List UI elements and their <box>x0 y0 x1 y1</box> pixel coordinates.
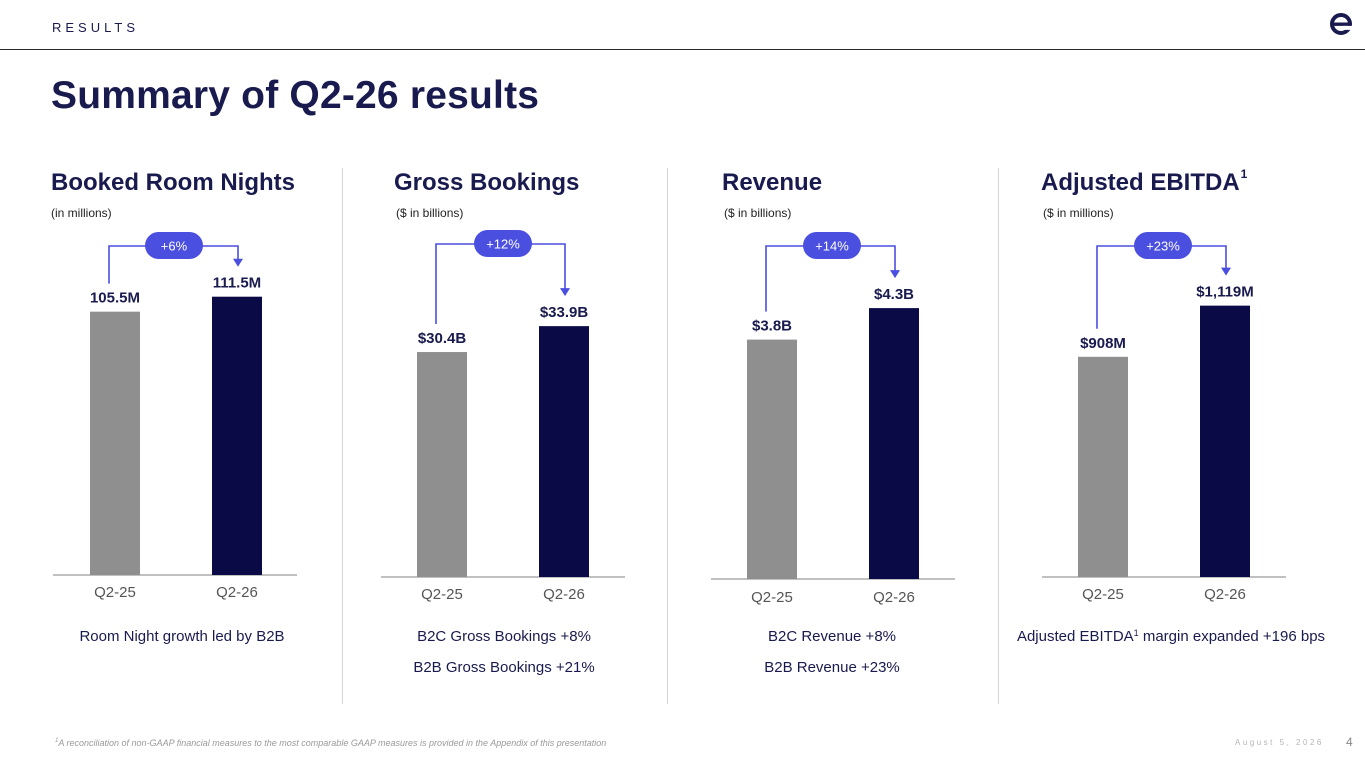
growth-badge <box>1134 232 1192 259</box>
bar-chart: 105.5M Q2-25 111.5M Q2-26 +6% <box>53 232 297 601</box>
metric-unit: (in millions) <box>51 206 112 220</box>
bar-q2-26 <box>539 326 589 577</box>
bar-q2-26 <box>212 296 262 575</box>
note: B2C Gross Bookings +8% <box>417 628 591 645</box>
growth-badge-label: +12% <box>486 237 520 252</box>
metric-unit: ($ in millions) <box>1043 206 1114 220</box>
page-title: Summary of Q2-26 results <box>51 74 540 117</box>
panel-divider <box>998 168 999 704</box>
footnote: 1A reconciliation of non-GAAP financial … <box>55 738 607 748</box>
data-label: 105.5M <box>90 290 140 307</box>
bar-chart: $30.4B Q2-25 $33.9B Q2-26 +12% <box>381 230 625 603</box>
data-label: $33.9B <box>540 304 589 321</box>
category-label: Q2-25 <box>1082 586 1124 603</box>
growth-badge <box>474 230 532 257</box>
bar-q2-26 <box>1200 305 1250 577</box>
bar-q2-25 <box>90 311 140 575</box>
note: Room Night growth led by B2B <box>79 628 285 645</box>
data-label: $4.3B <box>874 286 914 303</box>
data-label: $908M <box>1080 335 1126 352</box>
metric-unit: ($ in billions) <box>396 206 464 220</box>
note: B2B Gross Bookings +21% <box>413 659 595 676</box>
note: Adjusted EBITDA1 margin expanded +196 bp… <box>1016 628 1326 645</box>
data-label: $30.4B <box>418 330 467 347</box>
section-label: RESULTS <box>52 20 139 35</box>
panel-divider <box>342 168 343 704</box>
metric-title: Gross Bookings <box>394 169 580 196</box>
panel-divider <box>667 168 668 704</box>
presentation-date: August 5, 2026 <box>1235 738 1324 747</box>
data-label: $3.8B <box>752 318 792 335</box>
category-label: Q2-25 <box>751 589 793 606</box>
arrow-down-icon <box>560 288 570 297</box>
growth-badge <box>145 232 203 259</box>
growth-badge <box>803 232 861 259</box>
data-label: 111.5M <box>213 275 261 292</box>
page-number: 4 <box>1346 735 1353 749</box>
category-label: Q2-26 <box>216 584 258 601</box>
bar-q2-25 <box>747 339 797 579</box>
note: B2B Revenue +23% <box>764 659 900 676</box>
metric-title: Adjusted EBITDA1 <box>1041 167 1248 196</box>
bar-q2-26 <box>869 308 919 579</box>
growth-badge-label: +23% <box>1146 239 1180 254</box>
category-label: Q2-25 <box>421 586 463 603</box>
bar-q2-25 <box>1078 356 1128 577</box>
category-label: Q2-26 <box>873 589 915 606</box>
category-label: Q2-26 <box>1204 586 1246 603</box>
metric-unit: ($ in billions) <box>724 206 792 220</box>
expedia-e-logo-icon <box>1330 13 1352 35</box>
bar-chart: $3.8B Q2-25 $4.3B Q2-26 +14% <box>711 232 955 606</box>
bar-chart: $908M Q2-25 $1,119M Q2-26 +23% <box>1042 232 1286 603</box>
data-label: $1,119M <box>1196 284 1254 301</box>
bar-q2-25 <box>417 352 467 577</box>
note: B2C Revenue +8% <box>768 628 896 645</box>
arrow-down-icon <box>233 258 243 267</box>
category-label: Q2-25 <box>94 584 136 601</box>
growth-badge-label: +14% <box>815 239 849 254</box>
header-rule <box>0 49 1365 50</box>
growth-badge-label: +6% <box>161 239 188 254</box>
arrow-down-icon <box>890 270 900 279</box>
category-label: Q2-26 <box>543 586 585 603</box>
metric-title: Booked Room Nights <box>51 169 295 196</box>
metric-title: Revenue <box>722 169 823 196</box>
arrow-down-icon <box>1221 267 1231 276</box>
